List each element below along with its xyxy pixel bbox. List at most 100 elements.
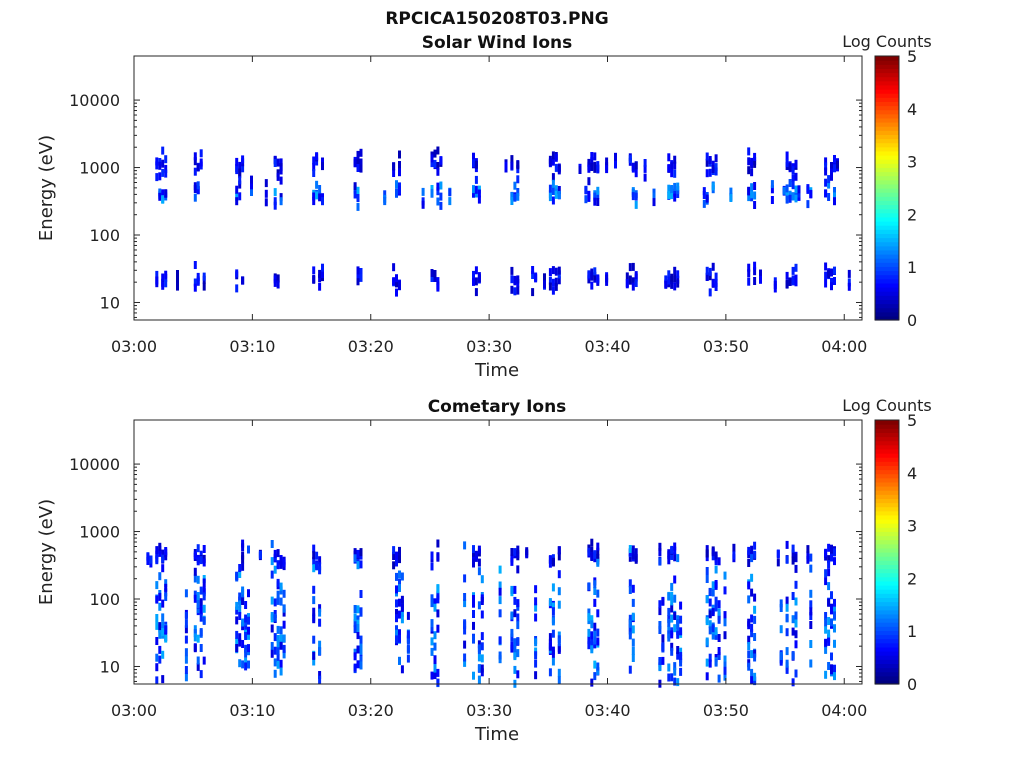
- heatmap-cell: [708, 288, 712, 297]
- heatmap-cell: [531, 271, 535, 279]
- heatmap-cell: [747, 635, 751, 644]
- heatmap-cell: [708, 598, 712, 607]
- heatmap-cell: [235, 157, 239, 166]
- heatmap-cell: [359, 655, 363, 664]
- heatmap-cell: [176, 282, 179, 291]
- heatmap-cell: [202, 656, 206, 665]
- heatmap-cell: [436, 167, 440, 176]
- heatmap-cell: [788, 277, 792, 286]
- heatmap-cell: [356, 605, 360, 614]
- heatmap-cell: [551, 266, 555, 275]
- colorbar-segment: [875, 216, 899, 222]
- heatmap-cell: [548, 640, 552, 649]
- heatmap-cell: [664, 275, 668, 284]
- heatmap-cell: [353, 190, 357, 199]
- heatmap-cell: [356, 660, 360, 669]
- heatmap-cell: [395, 572, 398, 581]
- colorbar-segment: [875, 428, 899, 433]
- colorbar-segment: [875, 646, 899, 652]
- heatmap-cell: [247, 616, 250, 625]
- heatmap-cell: [531, 288, 535, 297]
- heatmap-cell: [590, 163, 594, 171]
- colorbar-segment: [875, 212, 899, 218]
- heatmap-cell: [353, 652, 357, 661]
- heatmap-cell: [510, 633, 514, 642]
- colorbar-segment: [875, 163, 899, 168]
- heatmap-cell: [794, 159, 798, 168]
- heatmap-cell: [753, 633, 757, 641]
- heatmap-cell: [554, 163, 558, 172]
- heatmap-cell: [628, 545, 632, 553]
- heatmap-cell: [398, 656, 401, 665]
- heatmap-cell: [596, 275, 600, 284]
- heatmap-cell: [670, 280, 674, 289]
- heatmap-cell: [353, 619, 357, 628]
- colorbar-tick-label: 1: [907, 622, 917, 641]
- heatmap-cell: [176, 270, 179, 278]
- heatmap-cell: [679, 601, 683, 610]
- heatmap-cell: [705, 672, 709, 681]
- colorbar-segment: [875, 80, 899, 86]
- heatmap-cell: [421, 200, 425, 209]
- heatmap-cell: [833, 197, 836, 206]
- heatmap-cell: [321, 197, 324, 206]
- heatmap-cell: [244, 632, 248, 640]
- heatmap-cell: [779, 652, 783, 660]
- colorbar-segment: [875, 299, 899, 305]
- colorbar-tick-label: 4: [907, 464, 917, 483]
- heatmap-cell: [670, 673, 674, 682]
- heatmap-cell: [472, 621, 475, 630]
- heatmap-cell: [176, 275, 179, 283]
- heatmap-cell: [480, 642, 484, 651]
- heatmap-cell: [593, 598, 597, 607]
- heatmap-cell: [158, 188, 162, 197]
- heatmap-cell: [794, 172, 798, 181]
- heatmap-cell: [806, 184, 810, 193]
- heatmap-cell: [516, 670, 520, 679]
- heatmap-cell: [723, 661, 727, 670]
- heatmap-cell: [356, 194, 360, 202]
- heatmap-cell: [406, 611, 410, 620]
- heatmap-cell: [158, 645, 162, 654]
- heatmap-cell: [534, 638, 538, 647]
- heatmap-cell: [794, 564, 798, 573]
- heatmap-cell: [548, 184, 552, 193]
- heatmap-cell: [643, 164, 647, 173]
- heatmap-cell: [628, 586, 632, 594]
- heatmap-cell: [708, 168, 712, 177]
- heatmap-cell: [472, 189, 475, 198]
- heatmap-cell: [238, 606, 242, 615]
- heatmap-cell: [785, 184, 789, 193]
- heatmap-cell: [244, 614, 248, 623]
- heatmap-cell: [282, 650, 286, 659]
- heatmap-cell: [161, 650, 165, 659]
- x-tick-label: 03:00: [111, 701, 157, 720]
- colorbar-segment: [875, 453, 899, 458]
- heatmap-cell: [753, 541, 757, 550]
- heatmap-cell: [670, 604, 674, 613]
- heatmap-cell: [833, 187, 836, 195]
- heatmap-cell: [830, 168, 833, 177]
- heatmap-cell: [312, 551, 316, 560]
- heatmap-cell: [235, 630, 239, 639]
- heatmap-cell: [276, 640, 280, 649]
- heatmap-cell: [785, 195, 789, 204]
- heatmap-cell: [241, 640, 245, 648]
- heatmap-cell: [590, 620, 594, 629]
- colorbar-segment: [875, 622, 899, 627]
- heatmap-cell: [753, 182, 757, 190]
- heatmap-cell: [673, 155, 677, 164]
- heatmap-cell: [747, 187, 751, 196]
- colorbar-segment: [875, 444, 899, 450]
- heatmap-cell: [557, 546, 561, 555]
- heatmap-cell: [785, 280, 789, 288]
- heatmap-cell: [667, 164, 671, 173]
- heatmap-cell: [398, 546, 401, 555]
- heatmap-cell: [273, 669, 277, 678]
- heatmap-cell: [510, 557, 514, 566]
- heatmap-cell: [833, 664, 836, 673]
- heatmap-cell: [353, 625, 357, 634]
- heatmap-cell: [593, 580, 597, 589]
- heatmap-cell: [587, 608, 591, 617]
- y-axis-label: Energy (eV): [36, 135, 57, 241]
